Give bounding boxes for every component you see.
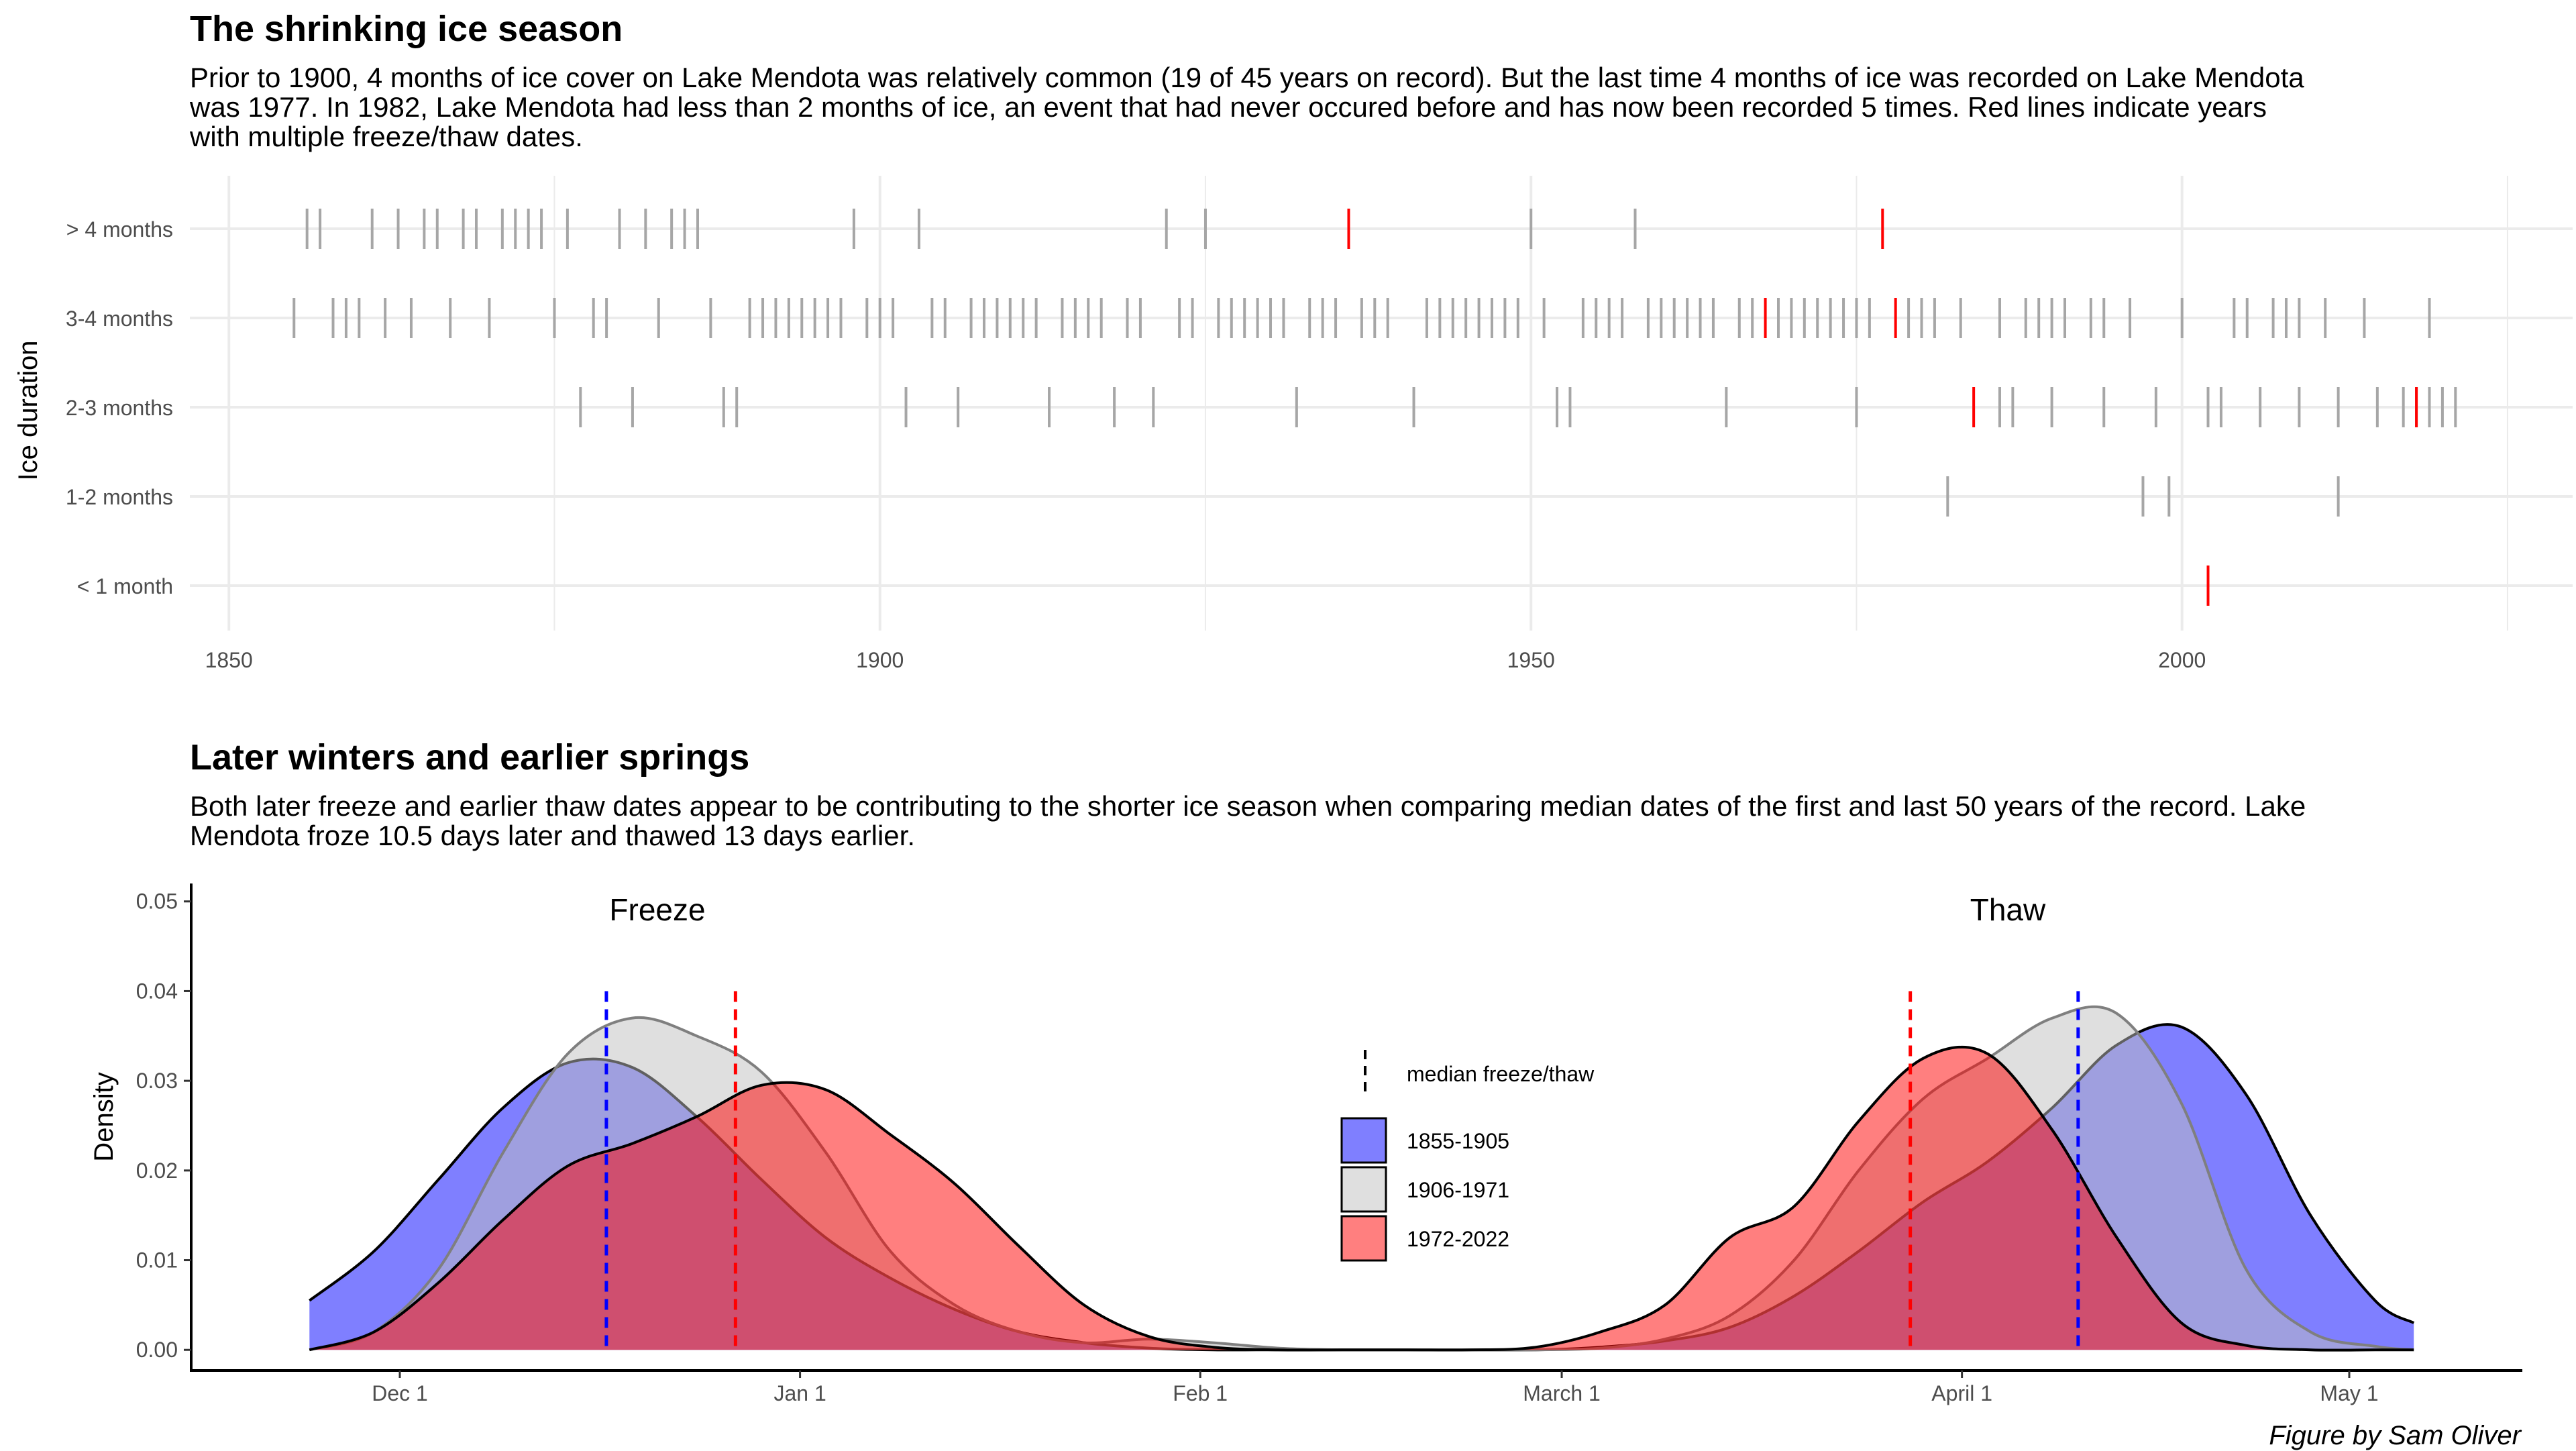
x-tick-label: Jan 1	[773, 1381, 826, 1405]
thaw-annotation: Thaw	[1970, 892, 2046, 927]
legend-key-1906-1971	[1340, 1166, 1387, 1213]
bottom-chart-axes: 0.00 0.01 0.02 0.03 0.04 0.05 Dec 1 Jan 1 Feb 1 M…	[136, 883, 2522, 1405]
top-chart-year-ticks	[292, 209, 2457, 606]
legend-key-1972-2022	[1340, 1215, 1387, 1262]
x-tick-label: May 1	[2320, 1381, 2378, 1405]
top-chart-y-axis: < 1 month 1-2 months 2-3 months 3-4 months >…	[66, 217, 173, 598]
x-tick-label: Feb 1	[1173, 1381, 1228, 1405]
x-tick-label: 1900	[856, 648, 904, 672]
legend-median-label: median freeze/thaw	[1407, 1062, 1595, 1086]
legend-label-1906-1971: 1906-1971	[1407, 1178, 1509, 1202]
density-areas	[309, 1005, 2415, 1352]
x-tick-label: 1850	[205, 648, 253, 672]
x-tick-label: April 1	[1931, 1381, 1992, 1405]
bottom-chart-y-axis-title: Density	[89, 1072, 119, 1161]
bottom-chart-title: Later winters and earlier springs	[190, 737, 750, 777]
median-lines	[604, 991, 2080, 1350]
y-tick-label: 1-2 months	[66, 485, 173, 509]
y-tick-label: < 1 month	[77, 574, 173, 598]
top-chart-x-axis: 1850 1900 1950 2000	[205, 648, 2206, 672]
legend: median freeze/thaw 1855-1905 1906-1971 1…	[1340, 1050, 1595, 1262]
y-tick-label: 0.02	[136, 1159, 178, 1183]
legend-key-1855-1905	[1340, 1117, 1387, 1164]
y-tick-label: 0.04	[136, 979, 178, 1003]
legend-label-1972-2022: 1972-2022	[1407, 1227, 1509, 1251]
y-tick-label: 0.03	[136, 1069, 178, 1093]
density-line-1972-2022	[309, 1045, 2414, 1352]
x-tick-label: 2000	[2158, 648, 2206, 672]
y-tick-label: 2-3 months	[66, 396, 173, 420]
density-area-1972-2022	[309, 1046, 2414, 1350]
freeze-annotation: Freeze	[609, 892, 705, 927]
figure-caption: Figure by Sam Oliver	[2269, 1421, 2521, 1450]
top-chart-title: The shrinking ice season	[190, 9, 623, 49]
y-tick-label: 3-4 months	[66, 307, 173, 331]
y-tick-label: 0.01	[136, 1248, 178, 1273]
y-tick-label: 0.00	[136, 1338, 178, 1362]
legend-label-1855-1905: 1855-1905	[1407, 1129, 1509, 1153]
y-tick-label: 0.05	[136, 890, 178, 914]
y-tick-label: > 4 months	[66, 217, 173, 241]
top-chart-grid	[190, 176, 2573, 631]
top-chart-subtitle: Prior to 1900, 4 months of ice cover on …	[190, 62, 2304, 152]
x-tick-label: Dec 1	[372, 1381, 428, 1405]
top-chart-y-axis-title: Ice duration	[13, 340, 43, 480]
bottom-chart-subtitle: Both later freeze and earlier thaw dates…	[190, 790, 2306, 851]
x-tick-label: March 1	[1523, 1381, 1601, 1405]
x-tick-label: 1950	[1507, 648, 1555, 672]
